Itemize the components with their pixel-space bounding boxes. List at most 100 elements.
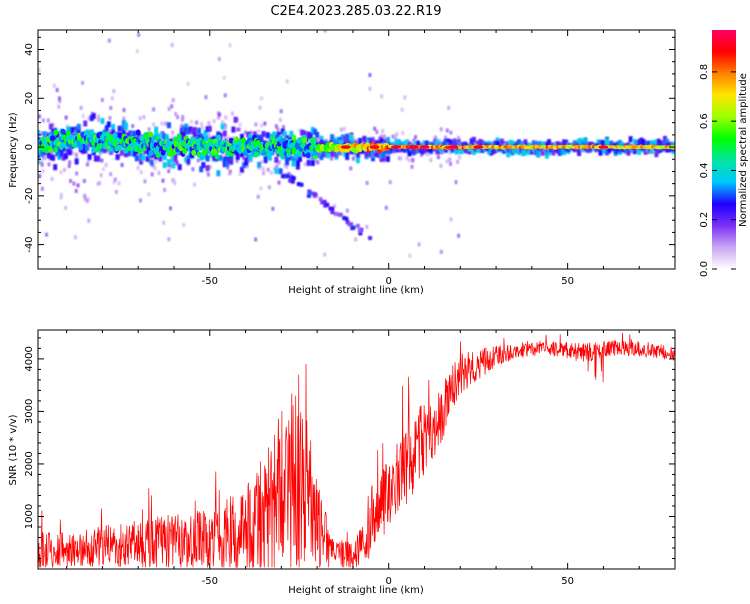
spectrogram-ridge-cell	[148, 150, 154, 157]
spectrogram-noise-cell	[167, 106, 171, 111]
spectrogram-band-cell	[216, 170, 221, 177]
spectrogram-band-cell	[154, 129, 159, 136]
spectrogram-band-cell	[334, 138, 339, 145]
spectrogram-band-cell	[255, 147, 260, 154]
spectrogram-band-cell	[274, 156, 279, 163]
spectrogram-noise-cell	[200, 125, 204, 130]
spectrogram-noise-cell	[323, 203, 328, 208]
spectrogram-band-cell	[669, 142, 674, 149]
spectrogram-band-cell	[149, 135, 154, 142]
spectrogram-band-cell	[201, 162, 206, 169]
spectrogram-band-cell	[463, 141, 468, 148]
spectrogram-band-cell	[577, 138, 582, 145]
spectrogram-noise-cell	[277, 159, 281, 164]
spectrogram-band-cell	[124, 151, 129, 158]
spectrogram-noise-cell	[221, 120, 225, 125]
spectrogram-band-cell	[162, 162, 167, 169]
spectrogram-band-cell	[523, 149, 528, 156]
spectrogram-band-cell	[493, 147, 498, 154]
spectrogram-noise-cell	[157, 171, 161, 176]
spectrogram-noise-cell	[445, 159, 449, 164]
spectrogram-band-cell	[405, 145, 410, 152]
spectrogram-band-cell	[68, 149, 73, 156]
spectrogram-band-cell	[106, 121, 111, 128]
spectrogram-noise-cell	[196, 158, 200, 163]
spectrogram-noise-cell	[175, 160, 179, 165]
spectrogram-noise-cell	[50, 177, 54, 182]
spectrogram-band-cell	[383, 138, 388, 145]
spectrogram-noise-cell	[135, 49, 139, 54]
spectrogram-noise-cell	[347, 222, 352, 227]
spectrogram-band-cell	[495, 140, 500, 147]
spectrogram-noise-cell	[238, 122, 242, 127]
spectrogram-band-cell	[587, 141, 592, 148]
spectrogram-band-cell	[534, 149, 539, 156]
snr-series-line	[38, 332, 675, 568]
spectrogram-noise-cell	[193, 182, 197, 187]
spectrogram-band-cell	[291, 156, 296, 163]
spectrogram-noise-cell	[186, 81, 190, 86]
spectrogram-band-cell	[261, 130, 266, 137]
spectrogram-noise-cell	[41, 169, 45, 174]
spectrogram-ridge-cell	[53, 146, 59, 153]
spectrogram-noise-cell	[195, 120, 199, 125]
spectrogram-noise-cell	[224, 115, 228, 120]
spectrogram-band-cell	[323, 151, 328, 158]
spectrogram-band-cell	[454, 141, 459, 148]
spectrogram-band-cell	[641, 139, 646, 146]
spectrogram-band-cell	[38, 158, 40, 165]
spectrogram-band-cell	[312, 128, 317, 135]
spectrogram-noise-cell	[38, 67, 41, 72]
spectrogram-band-cell	[635, 146, 640, 153]
spectrogram-ridge-cell	[98, 142, 104, 149]
spectrogram-noise-cell	[262, 171, 266, 176]
spectrogram-noise-cell	[323, 30, 327, 33]
spectrogram-band-cell	[246, 155, 251, 162]
spectrogram-band-cell	[319, 135, 324, 142]
spectrogram-noise-cell	[59, 192, 63, 197]
spectrogram-band-cell	[182, 130, 187, 137]
spectrogram-noise-cell	[100, 98, 104, 103]
spectrogram-band-cell	[405, 139, 410, 146]
spectrogram-noise-cell	[279, 109, 283, 114]
spectrogram-noise-cell	[282, 125, 286, 130]
colorbar-tick-label: 0.8	[699, 64, 710, 80]
spectrogram-band-cell	[130, 147, 135, 154]
spectrogram-band-cell	[61, 145, 66, 152]
spectrogram-band-cell	[76, 123, 81, 130]
spectrogram-ridge-cell	[42, 138, 48, 145]
spectrogram-band-cell	[536, 151, 541, 158]
spectrogram-ridge-cell	[78, 144, 84, 151]
spectrogram-band-cell	[51, 131, 56, 138]
spectrogram-noise-cell	[322, 199, 327, 204]
spectrogram-band-cell	[199, 133, 204, 140]
spectrogram-band-cell	[639, 140, 644, 147]
spectrogram-noise-cell	[97, 117, 101, 122]
spectrogram-noise-cell	[259, 96, 263, 101]
spectrogram-noise-cell	[120, 162, 124, 167]
spectrogram-band-cell	[544, 141, 549, 148]
spectrogram-band-cell	[643, 147, 648, 154]
spectrogram-noise-cell	[323, 252, 327, 257]
spectrogram-band-cell	[555, 146, 560, 153]
spectrogram-band-cell	[68, 126, 73, 133]
spectrogram-ridge-cell	[123, 147, 129, 154]
spectrogram-band-cell	[602, 147, 607, 154]
spectrogram-band-cell	[411, 147, 416, 154]
spectrogram-band-cell	[295, 152, 300, 159]
spectrogram-ridge-cell	[173, 136, 179, 143]
spectrogram-band-cell	[278, 168, 283, 175]
spectrogram-noise-cell	[168, 164, 172, 169]
spectrogram-band-cell	[239, 166, 244, 173]
spectrogram-noise-cell	[267, 185, 271, 190]
spectrogram-noise-cell	[280, 174, 285, 179]
spectrogram-noise-cell	[449, 161, 453, 166]
spectrogram-noise-cell	[245, 164, 249, 169]
spectrogram-noise-cell	[147, 192, 151, 197]
spectrogram-band-cell	[645, 146, 650, 153]
spectrogram-band-cell	[289, 148, 294, 155]
spectrogram-noise-cell	[393, 134, 397, 139]
spectrogram-ridge-cell	[117, 145, 123, 152]
colorbar-gradient	[712, 30, 736, 269]
spectrogram-noise-cell	[62, 167, 66, 172]
